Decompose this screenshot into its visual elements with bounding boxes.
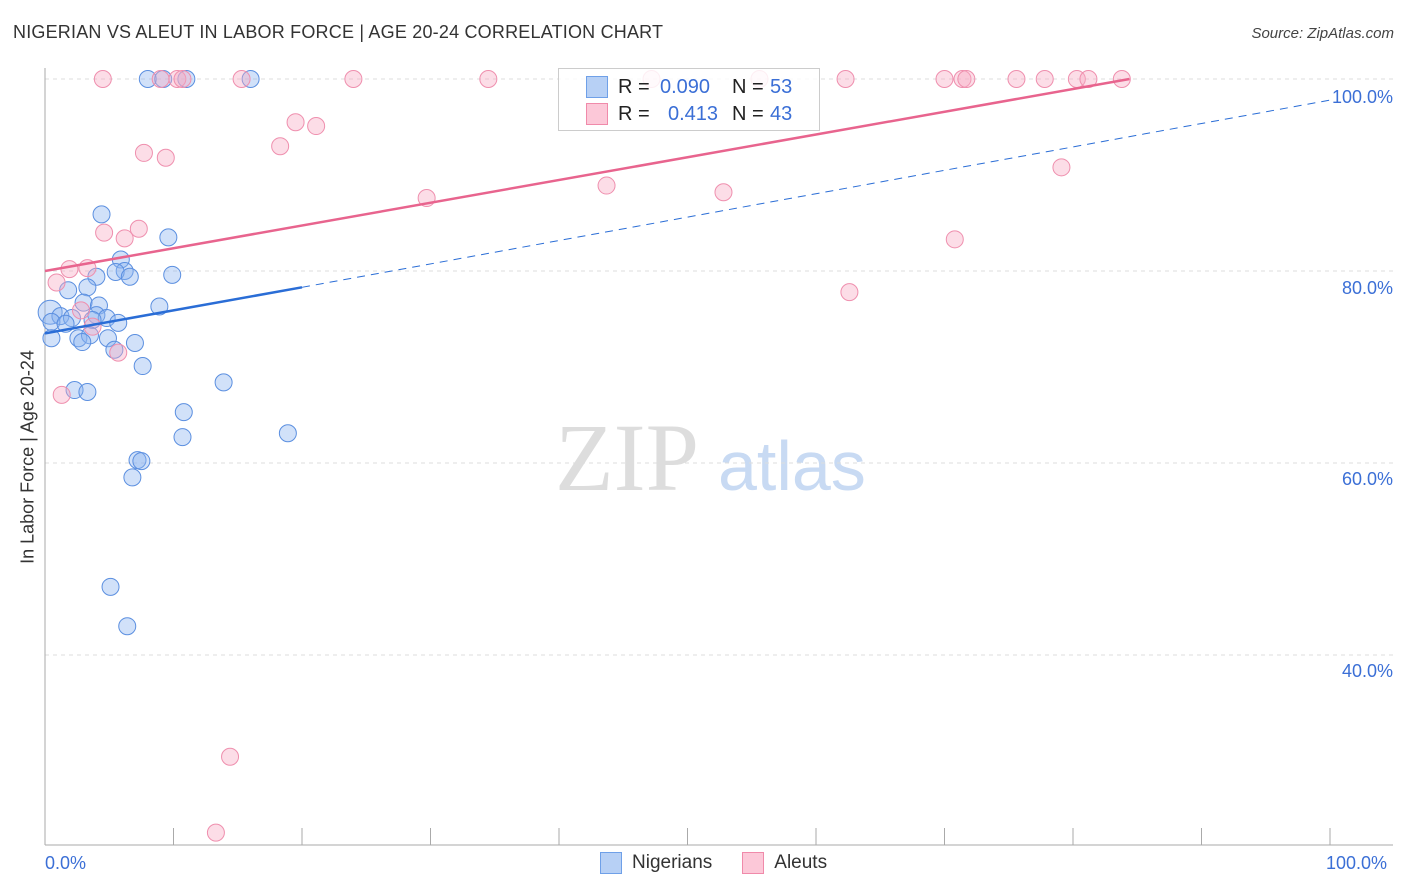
aleuts-point xyxy=(271,137,290,156)
aleuts-trend-line xyxy=(44,77,1130,273)
aleuts-point xyxy=(134,143,153,162)
aleuts-point xyxy=(953,70,972,88)
nigerians-point xyxy=(73,333,92,352)
nigerians-point xyxy=(159,228,178,247)
nigerians-point xyxy=(78,382,97,401)
n-label: N = xyxy=(732,102,764,125)
nigerians-point xyxy=(109,313,128,332)
nigerians-point xyxy=(138,70,157,88)
nigerians-point xyxy=(214,373,233,392)
y-tick-label-100: 100.0% xyxy=(1331,87,1393,107)
y-tick-label-60: 60.0% xyxy=(1341,469,1393,489)
series-legend: Nigerians Aleuts xyxy=(600,852,857,874)
y-axis-label: In Labor Force | Age 20-24 xyxy=(17,350,38,564)
aleuts-point xyxy=(93,70,112,88)
y-tick-label-80: 80.0% xyxy=(1341,278,1393,298)
nigerians-point xyxy=(98,329,117,348)
nigerians-swatch xyxy=(600,852,622,874)
chart-title: NIGERIAN VS ALEUT IN LABOR FORCE | AGE 2… xyxy=(13,22,664,42)
nigerians-point xyxy=(101,577,120,596)
nigerians-point xyxy=(92,205,111,224)
aleuts-point xyxy=(60,260,79,279)
nigerians-point xyxy=(123,468,142,487)
aleuts-point xyxy=(47,273,66,292)
aleuts-point xyxy=(206,823,225,842)
r-value: 0.413 xyxy=(668,102,719,125)
nigerians-point xyxy=(118,617,137,636)
aleuts-point xyxy=(840,283,859,302)
nigerians-point xyxy=(173,428,192,447)
source-label: Source: ZipAtlas.com xyxy=(1251,25,1394,42)
nigerians-point xyxy=(125,334,144,352)
nigerians-trend-line xyxy=(44,286,303,335)
n-value: 53 xyxy=(770,75,793,98)
aleuts-point xyxy=(344,70,363,88)
watermark-zip: ZIP xyxy=(555,404,699,511)
aleuts-point xyxy=(221,747,240,766)
r-label: R = xyxy=(618,75,650,98)
aleuts-point xyxy=(71,301,90,320)
aleuts-point xyxy=(1007,70,1026,88)
aleuts-point xyxy=(1035,70,1054,88)
y-tick-label-40: 40.0% xyxy=(1341,661,1393,681)
aleuts-swatch xyxy=(742,852,765,874)
nigerians-point xyxy=(133,357,152,376)
nigerians-point xyxy=(132,452,151,471)
x-tick-label-min: 0.0% xyxy=(45,853,87,873)
aleuts-point xyxy=(151,70,170,88)
nigerians-trend-extension xyxy=(301,99,1331,288)
aleuts-point xyxy=(95,223,114,242)
aleuts-point xyxy=(836,70,855,88)
legend-row-aleuts: R = 0.413 N = 43 xyxy=(586,102,842,126)
nigerians-point xyxy=(115,262,134,280)
aleuts-point xyxy=(1052,158,1071,177)
aleuts-point xyxy=(1112,70,1131,88)
aleuts-point xyxy=(714,183,733,202)
nigerians-point xyxy=(150,297,169,316)
aleuts-point xyxy=(129,219,148,238)
aleuts-point xyxy=(597,176,616,195)
r-label: R = xyxy=(618,102,650,125)
aleuts-point xyxy=(168,70,187,88)
aleuts-point xyxy=(935,70,954,88)
aleuts-point xyxy=(479,70,498,88)
aleuts-point xyxy=(945,230,964,249)
aleuts-point xyxy=(115,229,134,248)
aleuts-point xyxy=(109,343,128,362)
stats-legend: R = 0.090 N = 53 R = 0.413 N = 43 xyxy=(558,68,820,131)
nigerians-point xyxy=(42,312,61,331)
aleuts-swatch xyxy=(586,103,608,125)
nigerians-point xyxy=(120,267,139,286)
aleuts-point xyxy=(286,113,305,132)
aleuts-point xyxy=(156,148,175,167)
legend-row-nigerians: R = 0.090 N = 53 xyxy=(586,75,842,99)
legend-item-aleuts: Aleuts xyxy=(742,852,827,874)
aleuts-point xyxy=(957,70,976,88)
n-label: N = xyxy=(732,75,764,98)
nigerians-swatch xyxy=(586,76,608,98)
legend-item-nigerians: Nigerians xyxy=(600,852,712,874)
legend-label: Nigerians xyxy=(632,852,713,873)
aleuts-point xyxy=(52,385,71,404)
watermark-atlas: atlas xyxy=(718,427,866,505)
nigerians-point xyxy=(106,262,125,281)
legend-label: Aleuts xyxy=(774,852,828,873)
x-tick-label-max: 100.0% xyxy=(1326,853,1388,873)
nigerians-point xyxy=(163,265,182,284)
nigerians-point xyxy=(174,403,193,422)
aleuts-point xyxy=(232,70,251,88)
n-value: 43 xyxy=(770,102,793,125)
aleuts-point xyxy=(173,70,192,88)
aleuts-point xyxy=(307,117,326,136)
r-value: 0.090 xyxy=(660,75,711,98)
nigerians-point xyxy=(78,278,97,297)
nigerians-point xyxy=(278,424,297,443)
